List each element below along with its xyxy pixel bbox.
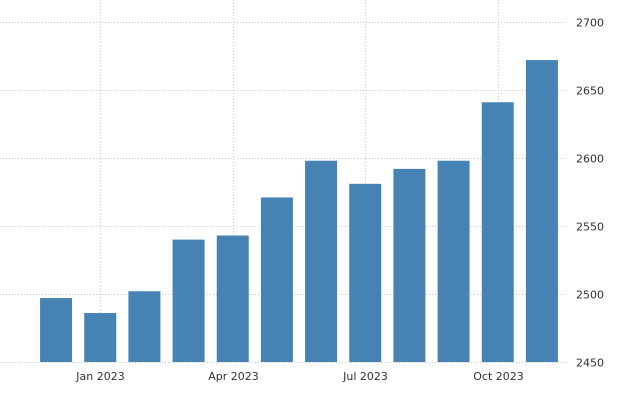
bar <box>84 313 117 362</box>
bar <box>260 197 293 362</box>
y-tick-label: 2550 <box>576 221 604 234</box>
x-tick-label: Jan 2023 <box>75 370 124 383</box>
x-axis: Jan 2023 Apr 2023 Jul 2023 Oct 2023 <box>75 370 523 383</box>
bar <box>525 60 558 363</box>
y-tick-label: 2500 <box>576 289 604 302</box>
y-tick-label: 2450 <box>576 357 604 370</box>
bar <box>305 160 338 362</box>
y-tick-label: 2600 <box>576 153 604 166</box>
bar <box>349 183 382 362</box>
y-tick-label: 2700 <box>576 17 604 30</box>
bar <box>393 168 426 362</box>
x-tick-label: Oct 2023 <box>473 370 524 383</box>
y-tick-label: 2650 <box>576 85 604 98</box>
x-tick-label: Jul 2023 <box>342 370 388 383</box>
bar <box>172 239 205 362</box>
bar <box>437 160 470 362</box>
bar-layer <box>40 60 558 363</box>
x-tick-label: Apr 2023 <box>208 370 259 383</box>
bar <box>216 235 249 362</box>
bar <box>481 102 514 363</box>
y-axis: 2450 2500 2550 2600 2650 2700 <box>576 17 604 370</box>
bar <box>40 298 73 362</box>
bar <box>128 291 161 362</box>
